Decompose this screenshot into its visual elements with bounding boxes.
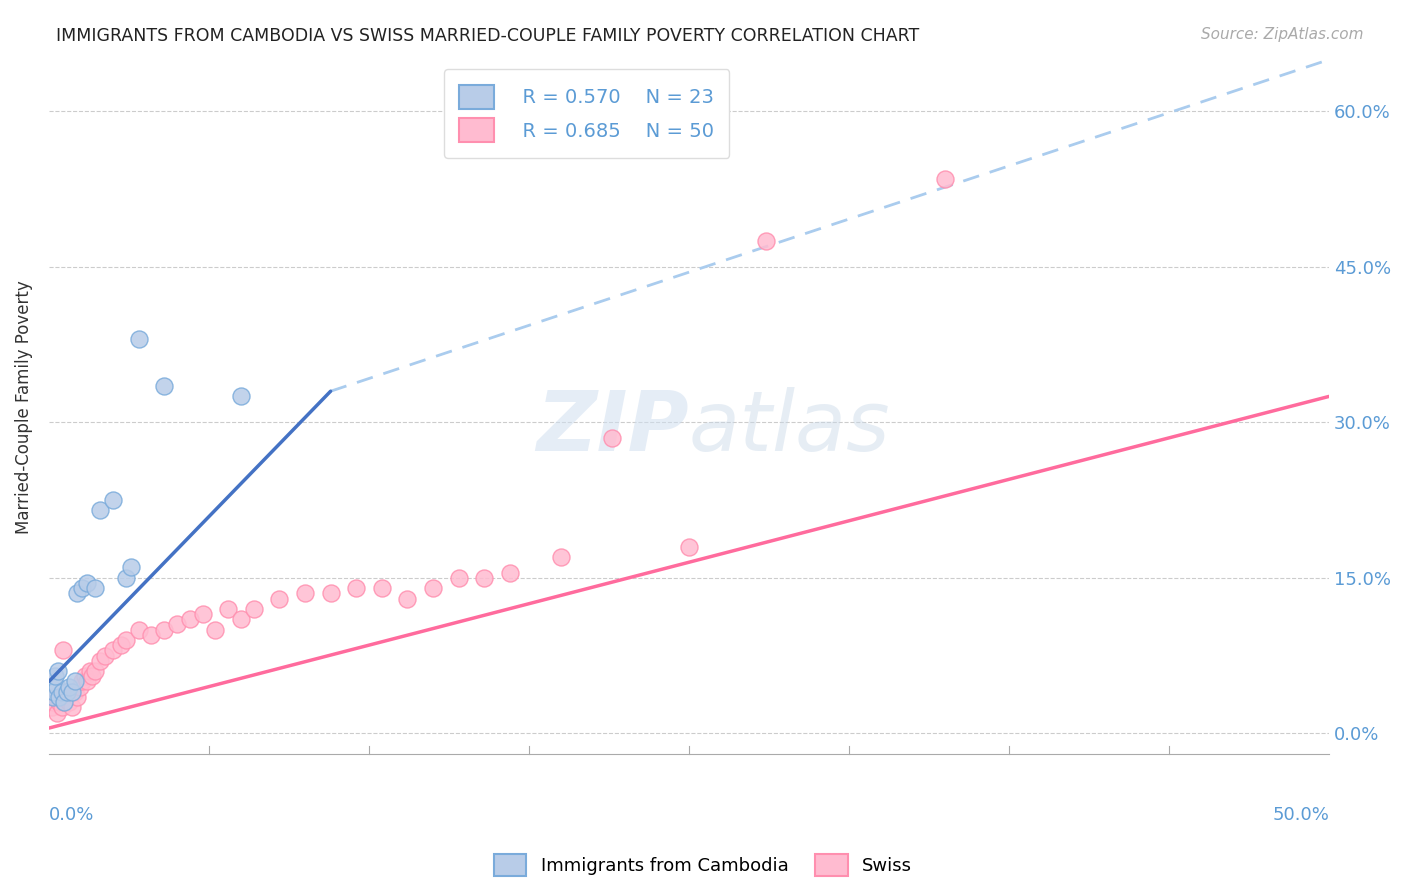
Point [42, 690, 65, 704]
Point [84, 664, 107, 678]
Point [153, 379, 176, 393]
Point [72, 674, 94, 689]
Point [101, 643, 124, 657]
Point [56, 685, 79, 699]
Point [58, 695, 80, 709]
Point [84, 581, 107, 595]
Point [319, 586, 342, 600]
Point [42, 685, 65, 699]
Point [204, 623, 226, 637]
Point [66, 586, 89, 600]
Point [191, 607, 214, 621]
Point [179, 612, 201, 626]
Text: 50.0%: 50.0% [1272, 806, 1329, 824]
Point [44, 669, 66, 683]
Point [56, 690, 79, 704]
Legend:   R = 0.570    N = 23,   R = 0.685    N = 50: R = 0.570 N = 23, R = 0.685 N = 50 [444, 70, 730, 158]
Point [242, 602, 264, 616]
Point [89, 654, 111, 668]
Point [128, 333, 150, 347]
Point [94, 648, 117, 663]
Point [60, 685, 83, 699]
Point [294, 586, 316, 600]
Point [128, 623, 150, 637]
Point [934, 171, 956, 186]
Point [422, 581, 444, 595]
Point [72, 581, 94, 595]
Point [371, 581, 394, 595]
Text: Source: ZipAtlas.com: Source: ZipAtlas.com [1201, 27, 1364, 42]
Point [79, 664, 101, 678]
Point [51, 700, 73, 714]
Point [53, 695, 76, 709]
Point [42, 695, 65, 709]
Point [66, 690, 89, 704]
Point [46, 664, 69, 678]
Point [69, 680, 91, 694]
Point [63, 674, 86, 689]
Point [550, 550, 572, 565]
Point [58, 680, 80, 694]
Point [678, 540, 700, 554]
Point [229, 612, 252, 626]
Point [472, 571, 495, 585]
Point [499, 566, 522, 580]
Point [755, 234, 778, 248]
Point [73, 669, 96, 683]
Point [396, 591, 419, 606]
Point [53, 695, 76, 709]
Point [101, 493, 124, 508]
Point [269, 591, 291, 606]
Text: ZIP: ZIP [536, 387, 689, 468]
Text: 0.0%: 0.0% [49, 806, 94, 824]
Point [48, 695, 70, 709]
Point [114, 571, 136, 585]
Point [217, 602, 239, 616]
Point [82, 669, 104, 683]
Point [60, 700, 83, 714]
Point [600, 431, 623, 445]
Point [45, 706, 67, 720]
Point [41, 700, 63, 714]
Point [229, 389, 252, 403]
Point [447, 571, 470, 585]
Point [120, 560, 142, 574]
Point [51, 685, 73, 699]
Point [76, 576, 98, 591]
Point [52, 643, 75, 657]
Point [110, 638, 132, 652]
Point [344, 581, 367, 595]
Text: atlas: atlas [689, 387, 890, 468]
Point [89, 503, 111, 517]
Point [45, 680, 67, 694]
Point [166, 617, 188, 632]
Legend: Immigrants from Cambodia, Swiss: Immigrants from Cambodia, Swiss [486, 847, 920, 883]
Point [153, 623, 176, 637]
Text: IMMIGRANTS FROM CAMBODIA VS SWISS MARRIED-COUPLE FAMILY POVERTY CORRELATION CHAR: IMMIGRANTS FROM CAMBODIA VS SWISS MARRIE… [56, 27, 920, 45]
Y-axis label: Married-Couple Family Poverty: Married-Couple Family Poverty [15, 280, 32, 533]
Point [42, 690, 65, 704]
Point [48, 690, 70, 704]
Point [114, 632, 136, 647]
Point [76, 674, 98, 689]
Point [63, 685, 86, 699]
Point [141, 628, 163, 642]
